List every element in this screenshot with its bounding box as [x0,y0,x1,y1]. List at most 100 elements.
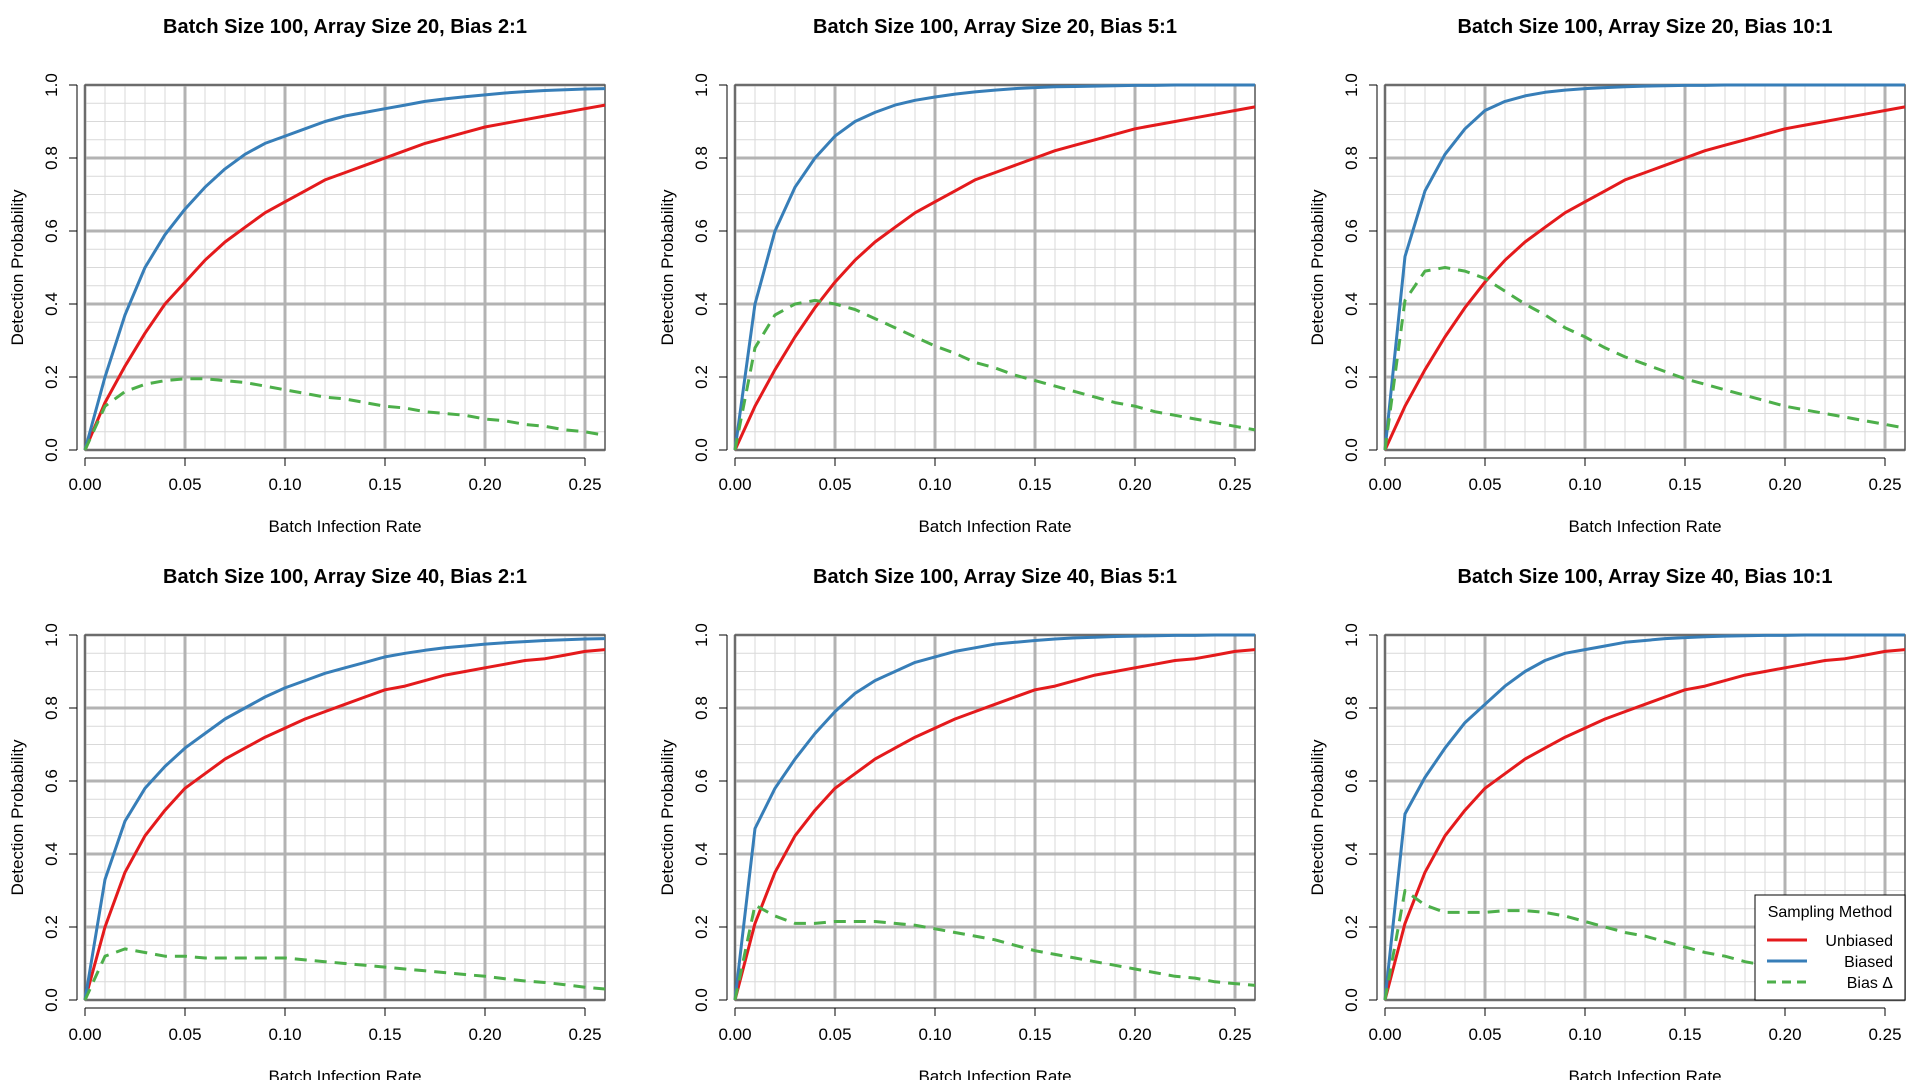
x-tick-label: 0.05 [1468,1025,1501,1044]
x-tick-label: 0.05 [818,1025,851,1044]
series-line-biased [1383,83,1905,451]
y-tick-label: 0.6 [42,769,61,793]
x-tick-label: 0.15 [368,1025,401,1044]
y-tick-label: 0.6 [692,769,711,793]
legend: Sampling Method Unbiased Biased Bias Δ [1754,894,1906,1001]
y-tick-label: 0.8 [692,696,711,720]
chart-panel-3: Batch Size 100, Array Size 20, Bias 10:1… [1308,16,1906,536]
y-axis: 0.0 0.2 0.4 0.6 0.8 1.0 [1342,623,1378,1012]
y-tick-label: 0.4 [1342,292,1361,316]
y-tick-label: 0.2 [42,365,61,389]
y-axis: 0.0 0.2 0.4 0.6 0.8 1.0 [1342,73,1378,462]
y-axis: 0.0 0.2 0.4 0.6 0.8 1.0 [42,623,78,1012]
x-tick-label: 0.25 [568,1025,601,1044]
x-axis: 0.00 0.05 0.10 0.15 0.20 0.25 [1368,457,1902,494]
x-tick-label: 0.00 [68,1025,101,1044]
y-tick-label: 0.0 [692,438,711,462]
y-tick-label: 1.0 [692,73,711,97]
plot-frame [734,84,1256,451]
y-tick-label: 0.4 [42,292,61,316]
series-line-biased [83,637,606,1001]
chart-panel-6: Batch Size 100, Array Size 40, Bias 10:1… [1308,566,1906,1080]
x-tick-label: 0.15 [1668,475,1701,494]
x-tick-label: 0.10 [918,475,951,494]
y-axis-label: Detection Probability [658,739,677,895]
x-axis-label: Batch Infection Rate [1568,517,1721,536]
y-tick-label: 0.4 [692,842,711,866]
series-line-biased [733,83,1255,451]
x-tick-label: 0.25 [1868,1025,1901,1044]
y-tick-label: 0.6 [42,219,61,243]
x-tick-label: 0.25 [1218,1025,1251,1044]
series-line-biased [83,87,606,451]
x-axis: 0.00 0.05 0.10 0.15 0.20 0.25 [68,457,602,494]
y-tick-label: 0.2 [42,915,61,939]
y-tick-label: 0.0 [692,988,711,1012]
y-tick-label: 0.0 [1342,988,1361,1012]
y-tick-label: 0.4 [692,292,711,316]
series-line-bias [1383,266,1906,451]
y-tick-label: 0.8 [1342,146,1361,170]
y-tick-label: 1.0 [1342,73,1361,97]
x-tick-label: 0.00 [68,475,101,494]
y-tick-label: 0.6 [1342,769,1361,793]
x-tick-label: 0.20 [1768,1025,1801,1044]
y-axis-label: Detection Probability [8,739,27,895]
y-axis: 0.0 0.2 0.4 0.6 0.8 1.0 [692,73,728,462]
chart-panel-5: Batch Size 100, Array Size 40, Bias 5:1 0… [658,566,1256,1080]
x-tick-label: 0.20 [1118,475,1151,494]
y-tick-label: 0.2 [1342,915,1361,939]
plot-frame [84,634,606,1001]
series-line-bias [733,903,1256,1001]
x-tick-label: 0.20 [468,1025,501,1044]
legend-entry-label: Biased [1844,954,1893,971]
x-tick-label: 0.15 [1668,1025,1701,1044]
y-axis-label: Detection Probability [1308,739,1327,895]
y-tick-label: 0.8 [1342,696,1361,720]
y-axis: 0.0 0.2 0.4 0.6 0.8 1.0 [692,623,728,1012]
x-tick-label: 0.10 [268,475,301,494]
series-line-unbiased [83,648,606,1001]
x-tick-label: 0.05 [168,475,201,494]
series-line-bias [1383,889,1906,1001]
y-tick-label: 1.0 [692,623,711,647]
chart-panel-2: Batch Size 100, Array Size 20, Bias 5:1 0… [658,16,1256,536]
x-axis: 0.00 0.05 0.10 0.15 0.20 0.25 [1368,1007,1902,1044]
y-tick-label: 0.8 [42,146,61,170]
minor-grid [734,84,1256,451]
y-tick-label: 0.2 [692,365,711,389]
x-axis-label: Batch Infection Rate [268,1067,421,1080]
legend-title: Sampling Method [1768,904,1893,921]
chart-title: Batch Size 100, Array Size 20, Bias 5:1 [813,16,1177,38]
y-axis: 0.0 0.2 0.4 0.6 0.8 1.0 [42,73,78,462]
chart-panel-1: Batch Size 100, Array Size 20, Bias 2:1 0… [8,16,606,536]
chart-panel-4: Batch Size 100, Array Size 40, Bias 2:1 0… [8,566,606,1080]
x-tick-label: 0.25 [1868,475,1901,494]
series-line-unbiased [83,103,606,451]
y-tick-label: 1.0 [42,73,61,97]
plot-frame [84,84,606,451]
y-tick-label: 0.0 [42,438,61,462]
x-tick-label: 0.20 [1118,1025,1151,1044]
y-tick-label: 0.0 [1342,438,1361,462]
x-tick-label: 0.00 [1368,475,1401,494]
y-tick-label: 0.6 [692,219,711,243]
chart-title: Batch Size 100, Array Size 20, Bias 2:1 [163,16,527,38]
legend-box [1754,894,1906,1001]
x-axis-label: Batch Infection Rate [918,1067,1071,1080]
chart-title: Batch Size 100, Array Size 40, Bias 5:1 [813,566,1177,588]
y-tick-label: 0.2 [692,915,711,939]
x-axis: 0.00 0.05 0.10 0.15 0.20 0.25 [68,1007,602,1044]
x-axis-label: Batch Infection Rate [1568,1067,1721,1080]
y-tick-label: 0.4 [42,842,61,866]
series-line-bias [83,947,606,1001]
x-tick-label: 0.10 [1568,1025,1601,1044]
x-axis: 0.00 0.05 0.10 0.15 0.20 0.25 [718,1007,1252,1044]
minor-grid [734,634,1256,1001]
x-tick-label: 0.25 [568,475,601,494]
x-tick-label: 0.00 [718,1025,751,1044]
series-line-unbiased [733,105,1256,451]
x-axis-label: Batch Infection Rate [918,517,1071,536]
